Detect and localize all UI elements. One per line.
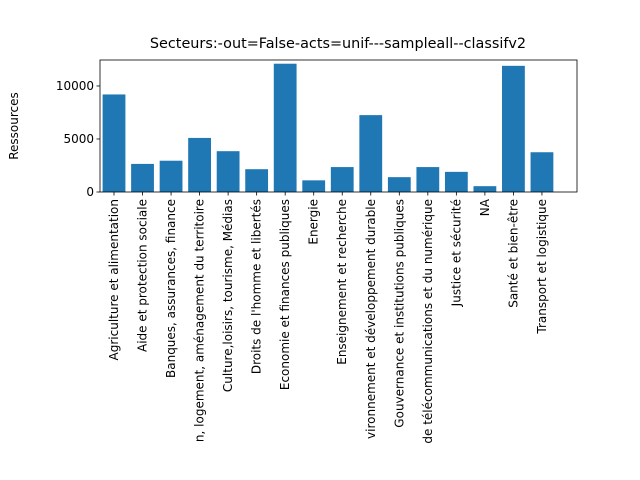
x-tick-label: Santé et bien-être: [506, 199, 520, 308]
x-tick-label: Aide et protection sociale: [136, 199, 150, 352]
y-tick-label: 5000: [63, 132, 94, 146]
bar: [502, 65, 525, 192]
y-tick-label: 10000: [56, 79, 94, 93]
bar: [273, 63, 297, 192]
bar: [216, 151, 240, 192]
bar: [188, 137, 211, 192]
x-tick-label: Culture,loisirs, tourisme, Médias: [221, 199, 235, 392]
x-tick-label: Economie et finances publiques: [278, 199, 292, 390]
bar: [302, 180, 326, 192]
x-tick-label: Energie: [307, 199, 321, 245]
x-tick-label: Enseignement et recherche: [335, 199, 349, 365]
bar: [444, 171, 468, 192]
bar: [245, 169, 269, 192]
bar: [359, 115, 383, 192]
bar: [416, 167, 440, 192]
bar: [387, 177, 411, 192]
y-tick-label: 0: [86, 185, 94, 199]
x-tick-label: Banques, assurances, finance: [164, 199, 178, 378]
x-tick-label: Transport et logistique: [535, 199, 549, 335]
bar: [473, 186, 497, 192]
bar: [159, 160, 183, 192]
x-tick-label: Agriculture et alimentation: [107, 199, 121, 360]
bar: [131, 163, 154, 192]
x-tick-label: vironnement et développement durable: [364, 199, 378, 439]
x-tick-label: n, logement, aménagement du territoire: [193, 199, 207, 442]
x-tick-label: Gouvernance et institutions publiques: [392, 199, 406, 428]
y-axis-label: Ressources: [7, 92, 21, 160]
plot-frame: [99, 59, 578, 193]
x-tick-label: NA: [478, 198, 492, 216]
x-tick-label: Justice et sécurité: [449, 199, 463, 307]
x-tick-label: Droits de l'homme et libertés: [250, 199, 264, 374]
bar: [330, 167, 354, 192]
x-tick-label: de télécommunications et du numérique: [421, 199, 435, 444]
bar: [102, 94, 126, 192]
bar: [530, 152, 554, 192]
chart-title: Secteurs:-out=False-acts=unif---sampleal…: [150, 36, 526, 52]
